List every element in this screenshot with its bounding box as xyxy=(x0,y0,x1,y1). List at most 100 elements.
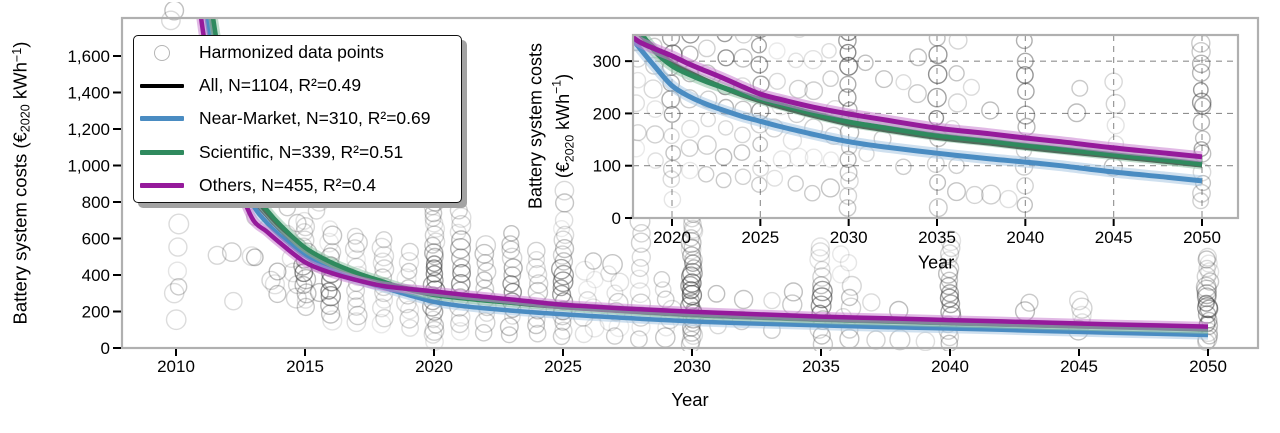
harmonized-data-point xyxy=(831,265,850,284)
harmonized-data-point xyxy=(999,189,1018,209)
main-y-tick-label: 1,000 xyxy=(67,157,110,176)
harmonized-data-point xyxy=(839,56,859,76)
harmonized-data-point xyxy=(838,199,857,217)
harmonized-data-point xyxy=(838,88,857,107)
harmonized-data-point xyxy=(810,242,831,263)
harmonized-data-point xyxy=(663,127,680,145)
harmonized-data-point xyxy=(552,245,573,265)
harmonized-data-point xyxy=(320,296,340,316)
main-y-tick-label: 0 xyxy=(101,339,110,358)
harmonized-data-point xyxy=(501,240,521,260)
harmonized-data-point xyxy=(1105,93,1126,114)
inset-x-axis-label: Year xyxy=(917,252,955,273)
harmonized-data-point xyxy=(452,258,471,278)
harmonized-data-point xyxy=(294,275,313,295)
harmonized-data-point xyxy=(322,310,343,331)
inset-axis-ticks: 0 100 200 300 2020 2025 2030 2035 2040 2045 2050 xyxy=(593,52,1221,247)
harmonized-data-point xyxy=(632,223,651,243)
harmonized-data-point xyxy=(1196,284,1217,305)
harmonized-data-point xyxy=(554,239,575,259)
harmonized-data-point xyxy=(682,229,700,247)
harmonized-data-point xyxy=(245,248,264,267)
harmonized-data-point xyxy=(928,35,946,47)
harmonized-data-point xyxy=(425,259,443,277)
harmonized-data-point xyxy=(499,317,519,337)
harmonized-data-point xyxy=(552,327,571,346)
inset-plot-frame xyxy=(631,33,1240,220)
harmonized-data-point xyxy=(768,72,786,90)
harmonized-data-point xyxy=(347,232,368,253)
harmonized-data-point xyxy=(241,246,262,267)
harmonized-data-point xyxy=(526,258,546,279)
harmonized-data-point xyxy=(424,213,444,233)
harmonized-data-point xyxy=(1191,92,1212,113)
harmonized-data-point xyxy=(375,309,394,328)
harmonized-data-point xyxy=(680,335,700,351)
harmonized-data-point xyxy=(1071,297,1093,319)
harmonized-data-point xyxy=(1198,247,1218,267)
harmonized-data-point xyxy=(346,312,367,333)
harmonized-data-point xyxy=(552,220,571,238)
harmonized-data-point xyxy=(261,270,281,291)
harmonized-data-point xyxy=(665,145,682,161)
harmonized-data-point xyxy=(766,169,784,187)
legend-marker-cell xyxy=(139,83,185,88)
harmonized-data-point xyxy=(962,78,981,96)
harmonized-data-point xyxy=(1196,297,1218,319)
harmonized-data-point xyxy=(1020,293,1039,312)
harmonized-data-point xyxy=(681,161,699,180)
harmonized-data-point xyxy=(474,243,495,264)
harmonized-data-point xyxy=(643,79,663,99)
harmonized-data-point xyxy=(372,298,392,318)
harmonized-data-point xyxy=(169,277,188,296)
harmonized-data-point xyxy=(295,223,314,242)
harmonized-data-point xyxy=(927,64,948,85)
harmonized-data-point xyxy=(788,52,804,69)
harmonized-data-point xyxy=(320,282,338,300)
harmonized-data-point xyxy=(167,261,187,281)
harmonized-data-point xyxy=(527,251,546,269)
harmonized-data-point xyxy=(1200,262,1220,282)
harmonized-data-point xyxy=(840,171,859,191)
others-fit-line-swatch xyxy=(140,182,184,188)
harmonized-data-point xyxy=(168,213,190,235)
harmonized-data-point xyxy=(841,275,862,296)
harmonized-data-point xyxy=(163,282,185,304)
harmonized-data-point xyxy=(264,274,285,295)
harmonized-data-point xyxy=(653,270,671,288)
harmonized-data-point xyxy=(268,284,287,304)
harmonized-data-point xyxy=(772,150,792,169)
harmonized-data-point xyxy=(1191,35,1211,53)
harmonized-data-point xyxy=(554,321,573,340)
harmonized-data-point xyxy=(503,258,523,278)
harmonized-data-point xyxy=(646,100,665,119)
harmonized-data-point xyxy=(895,74,912,91)
harmonized-data-point xyxy=(750,55,769,74)
harmonized-data-point xyxy=(1196,279,1218,301)
harmonized-data-point xyxy=(714,148,733,166)
harmonized-data-point xyxy=(734,35,753,44)
main-x-axis-label: Year xyxy=(671,389,709,410)
near-market-fit-line-swatch xyxy=(140,116,184,122)
main-y-tick-label: 400 xyxy=(82,266,110,285)
harmonized-data-point xyxy=(683,238,701,256)
harmonized-data-point xyxy=(630,330,648,349)
harmonized-data-point xyxy=(630,258,650,278)
harmonized-data-point xyxy=(1106,116,1125,135)
harmonized-data-point xyxy=(775,15,790,30)
harmonized-data-point xyxy=(424,210,442,228)
harmonized-data-point xyxy=(629,282,651,304)
harmonized-data-point xyxy=(682,246,702,266)
inset-x-tick-label: 2050 xyxy=(1183,228,1221,247)
legend-label: Scientific, N=339, R²=0.51 xyxy=(199,141,404,162)
all-fit-line-swatch xyxy=(140,83,184,88)
harmonized-data-point xyxy=(981,101,1000,120)
harmonized-data-point xyxy=(940,271,959,290)
harmonized-data-point xyxy=(633,124,647,142)
harmonized-data-point xyxy=(500,326,518,344)
harmonized-data-point xyxy=(753,35,768,38)
harmonized-data-point xyxy=(347,290,365,308)
inset-y-tick-label: 200 xyxy=(593,104,621,123)
harmonized-data-point xyxy=(681,281,701,300)
harmonized-data-point xyxy=(840,35,858,41)
